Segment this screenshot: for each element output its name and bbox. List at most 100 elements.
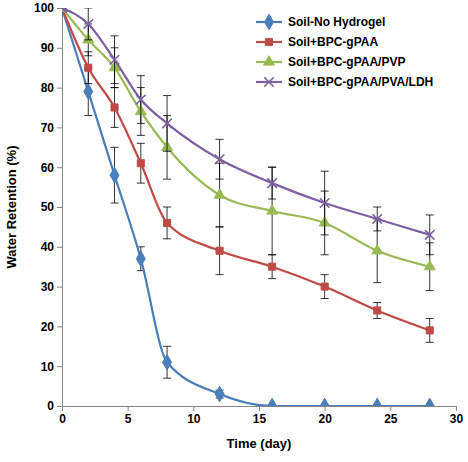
marker [163,354,172,370]
error-cap [216,179,224,180]
error-cap [216,139,224,140]
marker [425,398,434,406]
marker [424,260,435,269]
plot: 0510152025300102030405060708090100Soil-N… [34,0,464,425]
legend-marker [264,56,275,65]
line [62,8,430,235]
error-bar [111,36,119,84]
error-cap [373,302,381,303]
legend-label: Soil+BPC-gPAA/PVA/LDH [288,75,433,89]
tick: 20 [41,320,62,334]
axis-line [63,407,457,412]
tick-mark [128,406,129,411]
error-cap [84,8,92,9]
tick-label: 80 [41,81,55,95]
error-bar [373,303,381,319]
marker [269,263,276,270]
marker [111,104,118,111]
tick-mark [57,287,62,288]
error-cap [426,254,434,255]
line [62,8,430,330]
error-cap [111,203,119,204]
error-cap [321,234,329,235]
tick-label: 60 [41,161,55,175]
tick-label: 25 [384,412,398,426]
error-bar [84,8,92,40]
marker [372,214,381,223]
error-bar [84,52,92,84]
error-cap [268,254,276,255]
marker [62,8,67,13]
error-bar [137,143,145,183]
error-cap [163,151,171,152]
legend-label: Soil+BPC-gPAA/PVP [288,55,405,69]
error-cap [84,39,92,40]
tick: 70 [41,121,62,135]
legend-item: Soil+BPC-gPAA/PVA/LDH [256,75,433,89]
marker [320,398,329,406]
tick-mark [57,207,62,208]
error-cap [84,115,92,116]
marker [373,398,382,406]
error-cap [426,318,434,319]
tick: 100 [34,1,62,15]
error-cap [268,167,276,168]
tick-mark [456,406,457,411]
tick: 40 [41,240,62,254]
error-bar [163,346,171,378]
line [62,8,430,267]
legend: Soil-No Hydrogel Soil+BPC-gPAA Soil+BPC-gP… [256,14,433,89]
tick: 25 [384,406,398,426]
tick-label: 20 [41,320,55,334]
tick-label: 90 [41,41,55,55]
data-area [62,8,435,406]
error-cap [137,123,145,124]
tick-label: 15 [253,412,267,426]
series [62,8,434,255]
error-cap [163,179,171,180]
error-bar [216,139,224,179]
marker [136,95,145,104]
error-cap [137,183,145,184]
legend-marker [265,38,272,45]
error-cap [373,230,381,231]
legend-item: Soil-No Hydrogel [256,14,385,30]
error-cap [321,274,329,275]
error-bar [137,76,145,124]
tick-mark [57,366,62,367]
tick-label: 40 [41,240,55,254]
error-bar [268,255,276,279]
marker [216,247,223,254]
marker [84,84,93,100]
error-cap [84,83,92,84]
marker [110,167,119,183]
error-cap [163,346,171,347]
marker [426,327,433,334]
marker [162,119,171,128]
error-cap [216,226,224,227]
marker [137,160,144,167]
tick: 80 [41,81,62,95]
error-cap [373,318,381,319]
legend-label: Soil+BPC-gPAA [288,35,378,49]
error-cap [268,167,276,168]
tick-mark [325,406,326,411]
error-cap [163,378,171,379]
tick: 0 [59,406,66,426]
marker [136,251,145,267]
error-bar [426,318,434,342]
marker [84,19,93,28]
error-cap [137,143,145,144]
error-bar [111,88,119,128]
marker [215,386,224,402]
tick: 50 [41,200,62,214]
error-bar [163,96,171,152]
tick: 10 [41,360,62,374]
tick: 20 [318,406,332,426]
series [62,8,434,342]
marker [214,189,225,198]
tick-mark [193,406,194,411]
error-bar [321,275,329,299]
tick-mark [57,8,62,9]
marker [320,198,329,207]
